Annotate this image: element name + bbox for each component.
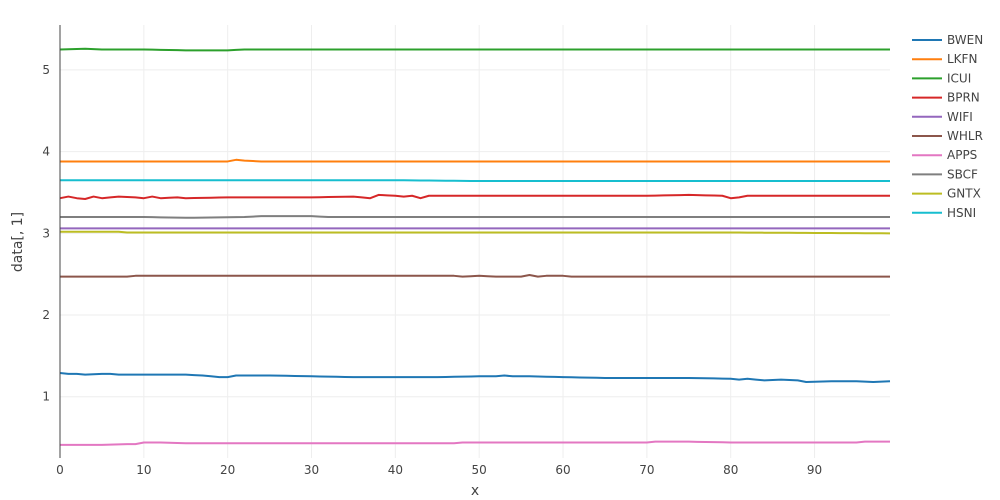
legend-item-whlr[interactable]: WHLR — [912, 129, 983, 143]
axes: 0 10 20 30 40 50 60 70 80 90 1 2 3 4 5 — [42, 25, 822, 477]
series-line-sbcf[interactable] — [60, 215, 890, 219]
x-tick-label: 0 — [56, 463, 64, 477]
x-tick-label: 70 — [639, 463, 654, 477]
y-tick-label: 2 — [42, 308, 50, 322]
series-line-whlr[interactable] — [60, 274, 890, 278]
legend-item-gntx[interactable]: GNTX — [912, 187, 981, 201]
y-tick-label: 5 — [42, 63, 50, 77]
legend-label: GNTX — [947, 187, 981, 201]
legend-label: WIFI — [947, 110, 973, 124]
legend-label: APPS — [947, 148, 977, 162]
legend-label: BPRN — [947, 91, 980, 105]
legend[interactable]: BWEN LKFN ICUI BPRN WIFI WHLR APPS SBCF GNTX HSNI — [912, 33, 983, 220]
x-axis-title: x — [471, 483, 479, 499]
legend-item-bprn[interactable]: BPRN — [912, 91, 980, 105]
gridlines — [60, 25, 890, 458]
x-tick-label: 40 — [388, 463, 403, 477]
legend-item-sbcf[interactable]: SBCF — [912, 167, 978, 181]
legend-label: SBCF — [947, 167, 978, 181]
y-tick-label: 3 — [42, 226, 50, 240]
x-tick-label: 20 — [220, 463, 235, 477]
legend-label: ICUI — [947, 71, 971, 85]
series-line-apps[interactable] — [60, 440, 890, 446]
legend-label: BWEN — [947, 33, 983, 47]
legend-label: WHLR — [947, 129, 983, 143]
y-axis-title: data[, 1] — [10, 212, 26, 272]
legend-label: LKFN — [947, 52, 977, 66]
y-tick-label: 4 — [42, 145, 50, 159]
series-line-hsni[interactable] — [60, 179, 890, 183]
series-line-icui[interactable] — [59, 47, 890, 52]
legend-item-apps[interactable]: APPS — [912, 148, 977, 162]
legend-item-bwen[interactable]: BWEN — [912, 33, 983, 47]
legend-item-wifi[interactable]: WIFI — [912, 110, 973, 124]
legend-item-icui[interactable]: ICUI — [912, 71, 971, 85]
series-lines — [59, 47, 891, 446]
series-line-lkfn[interactable] — [60, 158, 890, 163]
series-line-gntx[interactable] — [60, 230, 891, 235]
x-tick-label: 30 — [304, 463, 319, 477]
legend-label: HSNI — [947, 206, 976, 220]
x-tick-label: 80 — [723, 463, 738, 477]
x-tick-label: 90 — [807, 463, 822, 477]
legend-item-lkfn[interactable]: LKFN — [912, 52, 977, 66]
series-line-bwen[interactable] — [59, 372, 891, 384]
legend-item-hsni[interactable]: HSNI — [912, 206, 976, 220]
x-tick-label: 60 — [555, 463, 570, 477]
x-tick-label: 50 — [472, 463, 487, 477]
y-tick-label: 1 — [42, 390, 50, 404]
x-tick-label: 10 — [136, 463, 151, 477]
series-line-bprn[interactable] — [59, 193, 890, 201]
